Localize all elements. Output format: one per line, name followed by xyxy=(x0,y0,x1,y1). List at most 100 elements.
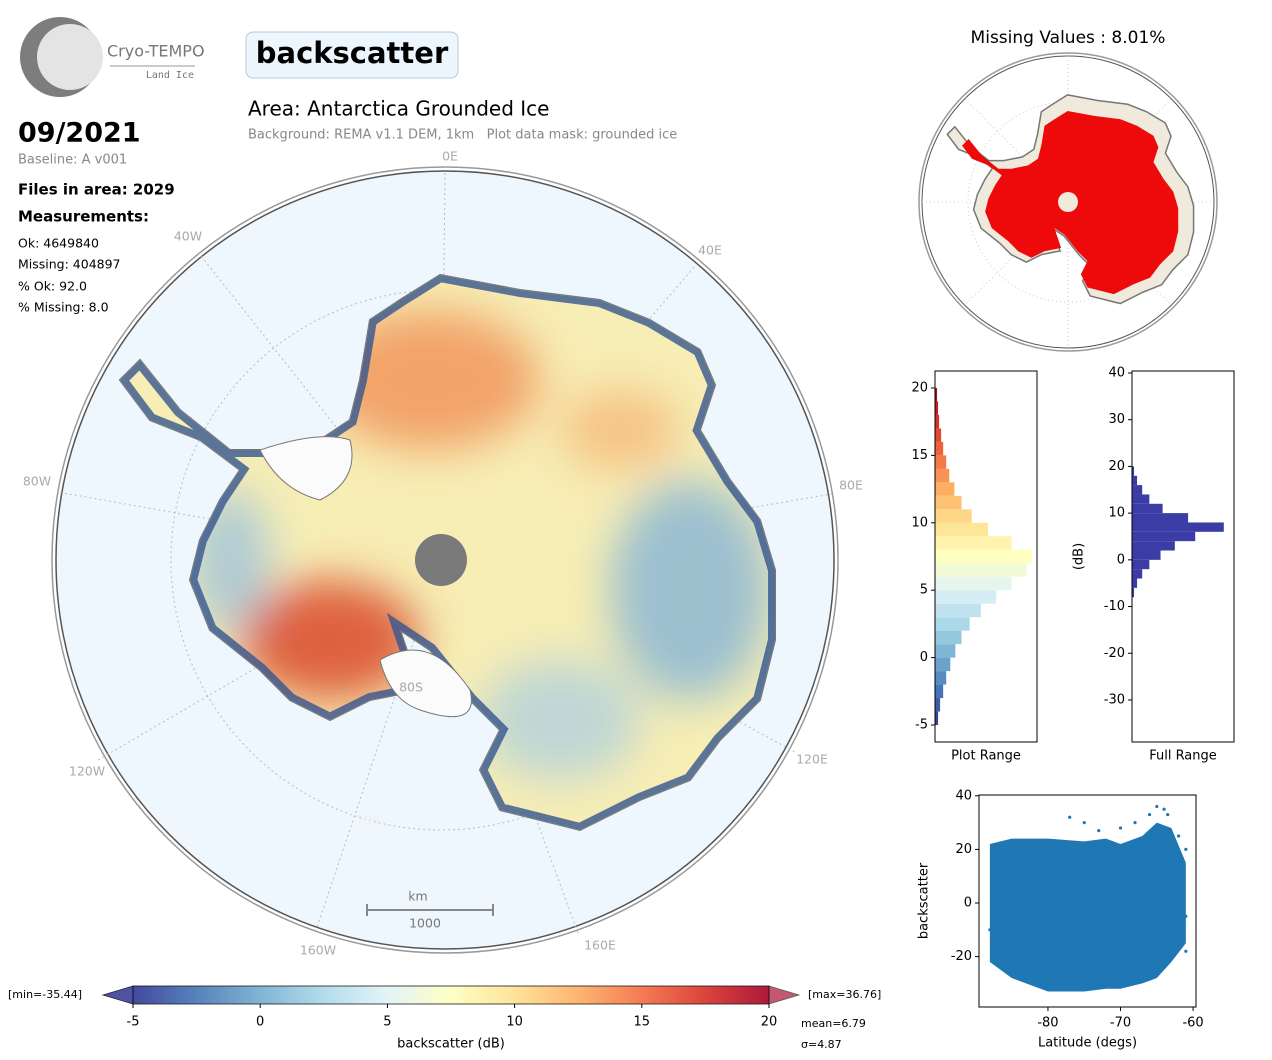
y-tick-label: -10 xyxy=(1104,599,1125,614)
date: 09/2021 xyxy=(18,118,141,149)
histogram-bar xyxy=(1132,541,1175,551)
histogram-bar xyxy=(935,549,1032,564)
colorbar-extend-max xyxy=(768,985,801,1005)
histogram-bar xyxy=(935,509,972,523)
scatter-point xyxy=(1097,829,1101,833)
scatter-point xyxy=(1166,812,1170,817)
scatter-point xyxy=(1184,949,1188,953)
title-box xyxy=(245,31,459,79)
histogram-bar xyxy=(935,482,955,496)
histogram-bar xyxy=(1132,475,1138,486)
baseline: Baseline: A v001 xyxy=(18,153,127,168)
x-tick-label: -70 xyxy=(1110,1016,1131,1031)
histogram-bar xyxy=(935,428,942,442)
longitude-label: 120E xyxy=(796,752,828,767)
y-tick-label: 20 xyxy=(1108,459,1125,474)
missing-title: Missing Values : 8.01% xyxy=(971,28,1166,48)
axes-frame xyxy=(978,794,1197,1008)
y-tick-label: 0 xyxy=(920,650,928,665)
x-tick-label: 20 xyxy=(761,1015,778,1030)
histogram-bar xyxy=(935,657,951,672)
y-tick-label: -20 xyxy=(1104,646,1125,661)
y-tick-label: 30 xyxy=(1108,412,1125,427)
logo-name: Cryo-TEMPO xyxy=(107,42,205,61)
y-tick-label: 0 xyxy=(1117,552,1125,567)
y-axis-label: (dB) xyxy=(1072,543,1087,570)
histogram-bar xyxy=(935,441,944,456)
missing-map: Missing Values : 8.01% xyxy=(918,28,1218,352)
scale-length: 1000 xyxy=(409,916,441,931)
histogram-bar xyxy=(935,711,939,726)
histogram-bar xyxy=(935,630,962,645)
y-tick-label: 20 xyxy=(911,380,928,395)
histogram-bar xyxy=(1132,531,1196,542)
histogram-bar xyxy=(1132,550,1161,560)
scatter-point xyxy=(1133,821,1137,825)
x-tick-label: 0 xyxy=(256,1015,264,1030)
histogram-bar xyxy=(1132,466,1135,476)
y-tick-label: 20 xyxy=(955,842,972,857)
y-tick-label: -5 xyxy=(915,718,928,733)
scatter-point xyxy=(1118,826,1123,830)
y-tick-label: 0 xyxy=(964,896,972,911)
histogram-bar xyxy=(935,603,981,618)
histogram-bar xyxy=(1132,578,1138,588)
scatter-point xyxy=(1068,815,1072,819)
scatter-point xyxy=(1147,812,1152,817)
x-tick-label: -60 xyxy=(1182,1016,1203,1031)
logo-subtitle: Land Ice xyxy=(146,70,194,81)
logo: Cryo-TEMPO Land Ice xyxy=(20,17,205,97)
longitude-label: 160E xyxy=(584,938,616,953)
max-label: [max=36.76] xyxy=(808,988,881,1001)
scatter-point xyxy=(991,861,996,865)
scatter-point xyxy=(1184,847,1188,852)
histogram-bar xyxy=(1132,494,1150,504)
histogram-bar xyxy=(935,495,962,510)
scale-unit: km xyxy=(408,889,427,904)
main-map: 0E 40E 80E 120E 160E 160W 120W 80W 40W 8… xyxy=(23,149,863,958)
x-tick-label: 5 xyxy=(383,1015,391,1030)
scatter-point xyxy=(1162,807,1166,811)
y-tick-label: 10 xyxy=(911,515,928,530)
longitude-label: 80E xyxy=(839,478,863,493)
histogram-bar xyxy=(935,522,989,537)
histogram-bar xyxy=(935,414,940,429)
x-axis-label: Latitude (degs) xyxy=(1038,1036,1137,1051)
scatter-point xyxy=(988,928,992,932)
y-tick-label: 5 xyxy=(920,583,928,598)
histogram-bar xyxy=(1132,513,1189,523)
histogram-bar xyxy=(935,387,938,402)
stat-label: mean=6.79 xyxy=(801,1017,866,1030)
longitude-label: 0E xyxy=(442,149,458,164)
axes-frame xyxy=(1131,370,1235,743)
histogram-bar xyxy=(1132,522,1224,532)
histogram-bar xyxy=(935,468,950,483)
histogram-bar xyxy=(935,671,947,685)
longitude-label: 40E xyxy=(698,243,722,258)
y-tick-label: 40 xyxy=(955,788,972,803)
title: backscatter xyxy=(256,36,449,70)
y-tick-label: 40 xyxy=(1108,366,1125,381)
scatter-point xyxy=(1155,804,1159,809)
longitude-label: 120W xyxy=(69,764,105,779)
colorbar-extend-min xyxy=(101,985,134,1005)
min-label: [min=-35.44] xyxy=(8,988,82,1001)
x-tick-label: 15 xyxy=(634,1015,651,1030)
summary-line: % Ok: 92.0 xyxy=(18,279,87,294)
x-tick-label: -80 xyxy=(1037,1016,1058,1031)
y-tick-label: 15 xyxy=(911,448,928,463)
histogram-bar xyxy=(1132,559,1150,570)
colorbar-label: backscatter (dB) xyxy=(397,1037,505,1052)
files: Files in area: 2029 xyxy=(18,181,175,199)
scatter-point xyxy=(1082,821,1086,825)
histogram-bar xyxy=(935,644,956,658)
longitude-label: 80W xyxy=(23,474,51,489)
y-tick-label: -20 xyxy=(951,949,972,964)
summary-line: Missing: 404897 xyxy=(18,257,121,272)
longitude-label: 40W xyxy=(174,229,202,244)
histogram-bar xyxy=(1132,485,1143,495)
histogram-bar xyxy=(935,684,944,699)
histogram-bar xyxy=(1132,569,1143,579)
scatter-point xyxy=(1184,914,1188,919)
